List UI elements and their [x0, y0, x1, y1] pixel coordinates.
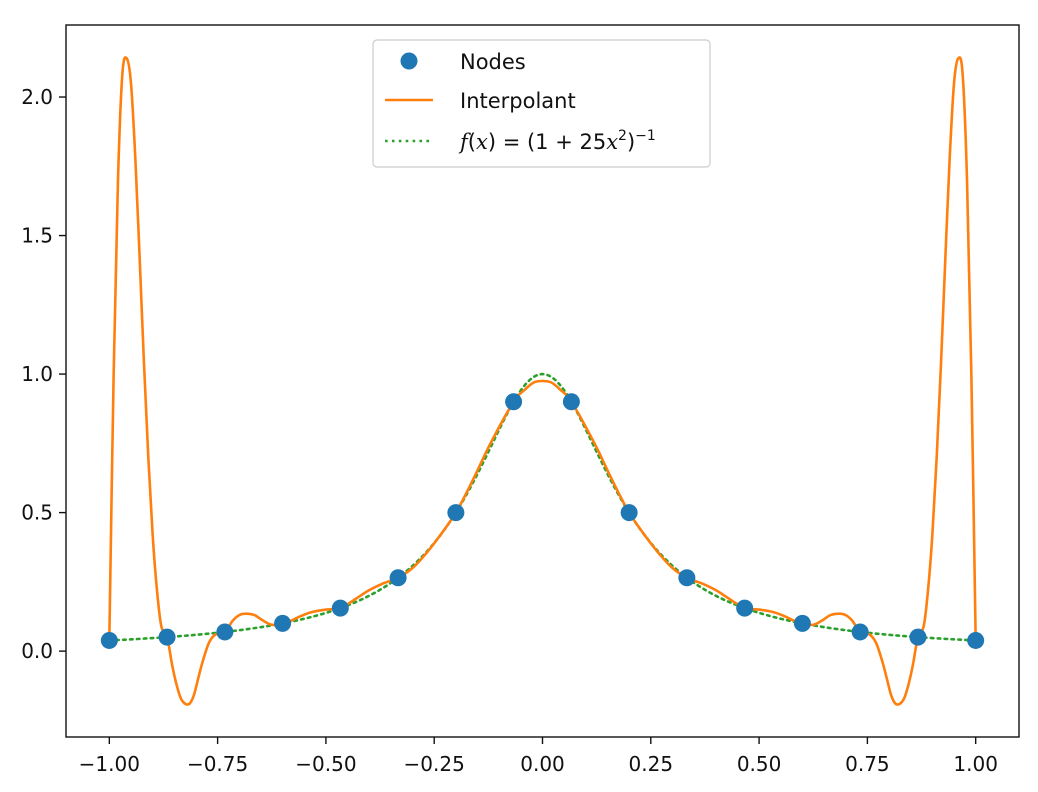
- series-true-function-line: [108, 372, 977, 642]
- y-tick-label: 1.0: [21, 362, 53, 386]
- node-point: [505, 393, 523, 411]
- y-tick-label: 2.0: [21, 85, 53, 109]
- node-point: [158, 628, 176, 646]
- y-tick-label: 1.5: [21, 224, 53, 248]
- node-point: [620, 504, 638, 522]
- plot-area: [100, 56, 985, 706]
- y-tick-label: 0.5: [21, 501, 53, 525]
- node-point: [851, 623, 869, 641]
- x-tick-label: −0.75: [187, 752, 248, 776]
- x-tick-label: −1.00: [79, 752, 140, 776]
- legend: Nodes Interpolant f(x) = (1 + 25x2)−1: [372, 39, 711, 168]
- series-interpolant-line: [108, 56, 977, 706]
- legend-label-interpolant: Interpolant: [460, 89, 576, 113]
- node-point: [216, 623, 234, 641]
- node-point: [967, 631, 985, 649]
- node-point: [100, 631, 118, 649]
- x-tick-label: −0.50: [295, 752, 356, 776]
- node-point: [331, 599, 349, 617]
- series-layer: [100, 56, 985, 706]
- x-tick-label: 0.75: [845, 752, 890, 776]
- node-point: [678, 569, 696, 587]
- y-tick-label: 0.0: [21, 639, 53, 663]
- legend-label-nodes: Nodes: [460, 50, 526, 74]
- x-tick-label: 0.00: [520, 752, 565, 776]
- node-point: [793, 614, 811, 632]
- x-axis: −1.00 −0.75 −0.50 −0.25 0.00 0.25 0.50 0.75 1.00: [79, 737, 998, 776]
- node-point: [274, 614, 292, 632]
- legend-marker-nodes: [400, 52, 418, 70]
- node-point: [736, 599, 754, 617]
- x-tick-label: 1.00: [953, 752, 998, 776]
- legend-box: [372, 39, 711, 168]
- node-point: [562, 393, 580, 411]
- node-point: [447, 504, 465, 522]
- x-tick-label: −0.25: [404, 752, 465, 776]
- x-tick-label: 0.50: [737, 752, 782, 776]
- node-point: [389, 569, 407, 587]
- x-tick-label: 0.25: [629, 752, 674, 776]
- legend-label-function: f(x) = (1 + 25x2)−1: [458, 128, 656, 154]
- node-point: [909, 628, 927, 646]
- y-axis: 0.0 0.5 1.0 1.5 2.0: [21, 85, 66, 663]
